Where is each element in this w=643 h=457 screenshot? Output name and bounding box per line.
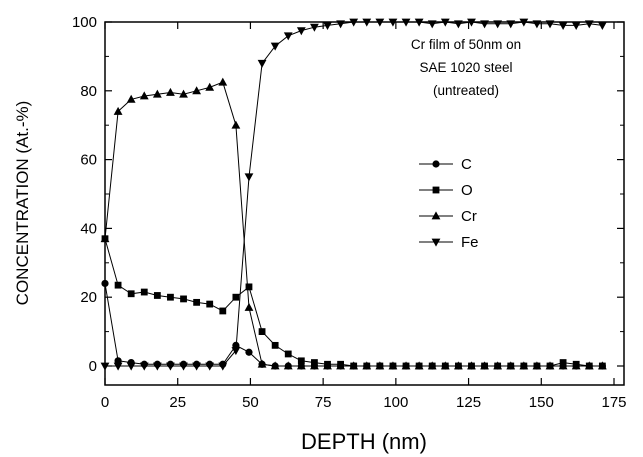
y-tick-label: 100: [72, 14, 97, 31]
data-point-o: [285, 351, 292, 358]
data-point-cr: [245, 303, 254, 311]
data-point-fe: [114, 363, 123, 371]
data-point-o: [154, 292, 161, 299]
y-tick-label: 60: [80, 152, 97, 169]
annotation-line: SAE 1020 steel: [419, 60, 512, 75]
data-point-fe: [598, 22, 607, 30]
data-point-fe: [166, 363, 175, 371]
legend-label-o: O: [461, 182, 473, 199]
legend-marker-c: [432, 160, 439, 167]
y-tick-label: 0: [89, 358, 97, 375]
series-line-fe: [105, 22, 602, 366]
data-point-c: [245, 349, 252, 356]
data-point-fe: [192, 363, 201, 371]
data-point-fe: [493, 20, 502, 28]
data-point-fe: [245, 173, 254, 181]
legend-marker-o: [433, 187, 440, 194]
series-layer: [101, 19, 607, 371]
series-line-o: [105, 239, 602, 366]
x-axis-title: DEPTH (nm): [301, 429, 427, 454]
data-point-o: [232, 294, 239, 301]
data-point-fe: [127, 363, 136, 371]
data-point-o: [167, 294, 174, 301]
data-point-fe: [297, 27, 306, 35]
data-point-o: [206, 301, 213, 308]
data-point-cr: [231, 121, 240, 129]
legend-label-cr: Cr: [461, 208, 477, 225]
data-point-fe: [533, 20, 542, 28]
series-line-c: [105, 283, 602, 366]
data-point-fe: [258, 60, 267, 68]
x-tick-label: 25: [169, 394, 186, 411]
data-point-fe: [454, 20, 463, 28]
data-point-cr: [218, 78, 227, 86]
legend-marker-cr: [432, 211, 441, 219]
legend-label-c: C: [461, 156, 472, 173]
data-point-fe: [572, 22, 581, 30]
data-point-o: [193, 299, 200, 306]
x-tick-label: 0: [101, 394, 109, 411]
data-point-o: [219, 308, 226, 315]
data-point-cr: [205, 83, 214, 91]
data-point-fe: [205, 363, 214, 371]
data-point-fe: [480, 20, 489, 28]
y-tick-label: 80: [80, 83, 97, 100]
data-point-fe: [506, 20, 515, 28]
y-tick-label: 40: [80, 220, 97, 237]
annotation: Cr film of 50nm on SAE 1020 steel (untreat…: [411, 37, 521, 98]
x-tick-label: 75: [315, 394, 332, 411]
x-tick-label: 125: [456, 394, 481, 411]
y-tick-label: 20: [80, 289, 97, 306]
data-point-cr: [166, 88, 175, 96]
data-point-fe: [153, 363, 162, 371]
legend-label-fe: Fe: [461, 234, 479, 251]
data-point-fe: [559, 22, 568, 30]
data-point-fe: [284, 32, 293, 40]
data-point-o: [115, 282, 122, 289]
data-point-fe: [428, 20, 437, 28]
y-axis-title: CONCENTRATION (At.-%): [13, 101, 32, 306]
annotation-line: (untreated): [433, 83, 499, 98]
x-tick-label: 50: [242, 394, 259, 411]
x-tick-label: 150: [529, 394, 554, 411]
data-point-o: [141, 289, 148, 296]
annotation-line: Cr film of 50nm on: [411, 37, 521, 52]
legend: CO Cr Fe: [419, 156, 479, 251]
legend-marker-fe: [432, 239, 441, 247]
x-tick-label: 100: [383, 394, 408, 411]
data-point-fe: [218, 363, 227, 371]
series-line-cr: [105, 82, 602, 366]
x-tick-label: 175: [601, 394, 626, 411]
tick-layer: 0 25 50 75 100 125 150 175 0 20 40 60 80 100: [72, 14, 627, 411]
plot-frame: [105, 22, 624, 385]
data-point-o: [246, 283, 253, 290]
data-point-o: [259, 328, 266, 335]
data-point-o: [128, 290, 135, 297]
data-point-o: [272, 342, 279, 349]
data-point-fe: [140, 363, 149, 371]
data-point-o: [180, 296, 187, 303]
data-point-fe: [179, 363, 188, 371]
data-point-c: [101, 280, 108, 287]
